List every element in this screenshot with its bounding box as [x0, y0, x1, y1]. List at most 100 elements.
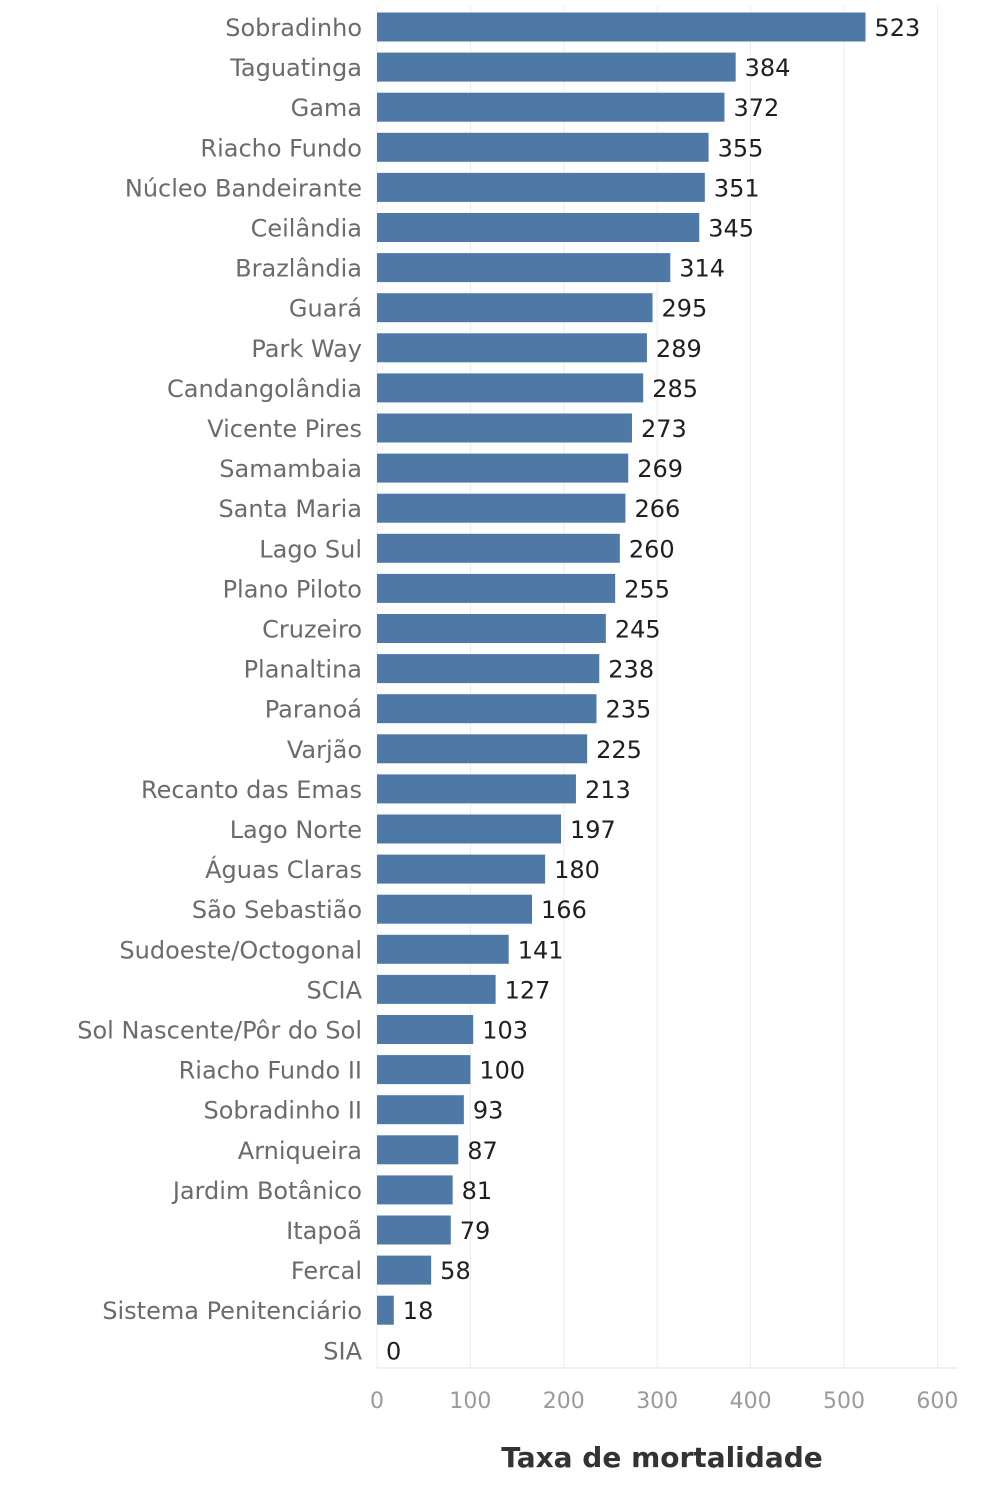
category-label: SIA — [323, 1337, 362, 1365]
value-label: 197 — [570, 816, 616, 844]
x-tick-label: 100 — [449, 1389, 491, 1414]
bar — [377, 1015, 474, 1044]
bar — [377, 1215, 451, 1245]
bar — [377, 12, 866, 42]
bar — [377, 1055, 471, 1085]
value-label: 213 — [585, 776, 631, 804]
category-label: Riacho Fundo — [200, 134, 362, 162]
category-label: SCIA — [307, 976, 363, 1004]
bar — [377, 453, 629, 483]
bar — [377, 894, 533, 924]
category-label: Riacho Fundo II — [179, 1057, 362, 1085]
category-label: Sobradinho II — [203, 1097, 362, 1125]
value-label: 384 — [745, 54, 791, 82]
x-tick-label: 0 — [370, 1389, 384, 1414]
category-label: Varjão — [287, 736, 362, 764]
bar — [377, 172, 705, 202]
value-label: 289 — [656, 335, 702, 363]
category-label: Plano Piloto — [223, 575, 362, 603]
bar — [377, 573, 616, 603]
value-label: 100 — [479, 1057, 525, 1085]
value-labels: 523 384 372 355 351 345 314 295 289 285 273 269 266 2… — [386, 14, 920, 1365]
bar — [377, 333, 647, 363]
bar — [377, 1295, 394, 1325]
bar — [377, 213, 700, 242]
category-label: Taguatinga — [229, 54, 362, 82]
category-label: Paranoá — [265, 696, 362, 724]
value-label: 238 — [608, 656, 654, 684]
bar — [377, 734, 588, 764]
category-label: Samambaia — [219, 455, 362, 483]
category-label: Planaltina — [244, 656, 362, 684]
value-label: 58 — [440, 1257, 471, 1285]
bar — [377, 654, 600, 684]
category-label: Sistema Penitenciário — [102, 1297, 362, 1325]
value-label: 0 — [386, 1337, 401, 1365]
category-label: Guará — [289, 295, 362, 323]
bar — [377, 373, 644, 403]
x-tick-label: 600 — [916, 1389, 958, 1414]
x-tick-label: 400 — [730, 1389, 772, 1414]
value-label: 81 — [462, 1177, 493, 1205]
bar — [377, 934, 509, 964]
value-label: 285 — [652, 375, 698, 403]
bar — [377, 92, 725, 122]
category-label: Itapoã — [286, 1217, 362, 1245]
value-label: 523 — [874, 14, 920, 42]
bar — [377, 774, 576, 804]
category-label: Lago Sul — [259, 535, 362, 563]
x-axis-title: Taxa de mortalidade — [501, 1441, 823, 1474]
bar — [377, 52, 736, 82]
category-label: São Sebastião — [192, 896, 362, 924]
category-label: Park Way — [251, 335, 362, 363]
value-label: 225 — [596, 736, 642, 764]
category-label: Sobradinho — [225, 14, 362, 42]
bar — [377, 1175, 453, 1205]
value-label: 18 — [403, 1297, 434, 1325]
category-label: Núcleo Bandeirante — [125, 174, 362, 202]
value-label: 166 — [541, 896, 587, 924]
value-label: 345 — [708, 215, 754, 243]
bar — [377, 1095, 464, 1125]
bar — [377, 974, 496, 1004]
value-label: 266 — [634, 495, 680, 523]
x-tick-label: 500 — [823, 1389, 865, 1414]
category-label: Ceilândia — [251, 215, 362, 243]
value-label: 141 — [518, 936, 564, 964]
value-label: 295 — [662, 295, 708, 323]
value-label: 79 — [460, 1217, 491, 1245]
category-label: Cruzeiro — [262, 616, 362, 644]
category-label: Arniqueira — [238, 1137, 362, 1165]
bars — [377, 12, 866, 1325]
value-label: 180 — [554, 856, 600, 884]
category-label: Fercal — [291, 1257, 362, 1285]
category-label: Vicente Pires — [207, 415, 362, 443]
bar — [377, 293, 653, 323]
gridlines — [376, 6, 958, 1369]
category-label: Lago Norte — [230, 816, 362, 844]
category-label: Gama — [291, 94, 362, 122]
x-tick-label: 300 — [636, 1389, 678, 1414]
category-label: Recanto das Emas — [141, 776, 362, 804]
category-label: Santa Maria — [218, 495, 362, 523]
bar — [377, 253, 671, 283]
value-label: 372 — [733, 94, 779, 122]
value-label: 355 — [718, 134, 764, 162]
value-label: 87 — [467, 1137, 498, 1165]
value-label: 260 — [629, 535, 675, 563]
category-label: Jardim Botânico — [171, 1177, 362, 1205]
bar — [377, 413, 632, 443]
x-axis-ticks: 0 100 200 300 400 500 600 — [370, 1389, 958, 1414]
value-label: 273 — [641, 415, 687, 443]
value-label: 103 — [482, 1017, 528, 1045]
bar — [377, 493, 626, 523]
value-label: 269 — [637, 455, 683, 483]
value-label: 245 — [615, 616, 661, 644]
value-label: 255 — [624, 575, 670, 603]
bar — [377, 854, 546, 884]
bar — [377, 1135, 459, 1165]
value-label: 314 — [679, 255, 725, 283]
category-label: Candangolândia — [167, 375, 362, 403]
